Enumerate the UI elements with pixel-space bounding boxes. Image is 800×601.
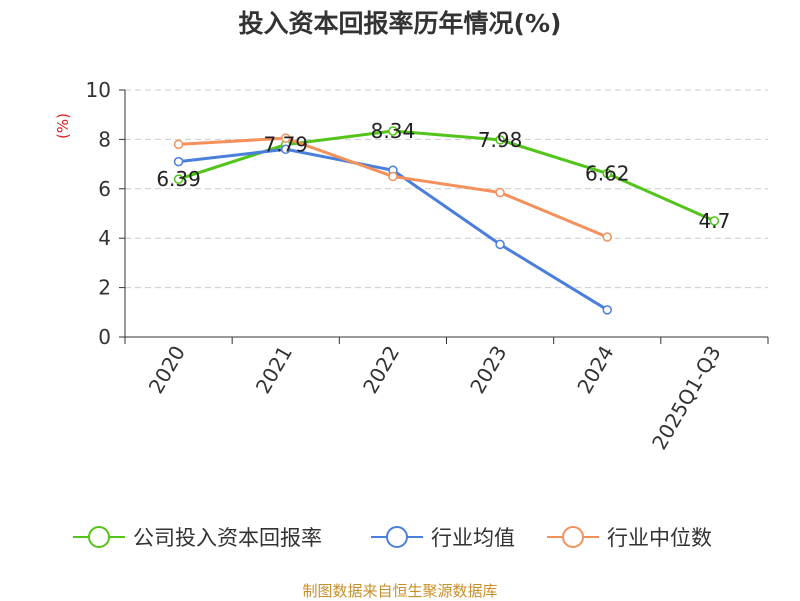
- data-label: 4.7: [699, 209, 731, 233]
- y-tick-label: 10: [86, 78, 111, 102]
- data-point: [602, 305, 612, 315]
- data-point: [388, 126, 398, 136]
- data-label: 6.62: [585, 161, 630, 185]
- data-point: [709, 216, 720, 226]
- data-label: 6.39: [156, 167, 201, 191]
- data-label: 7.79: [263, 133, 308, 157]
- chart-title: 投入资本回报率历年情况(%): [238, 9, 562, 38]
- legend-swatch-marker: [386, 526, 408, 548]
- data-point: [602, 232, 612, 242]
- data-point: [602, 168, 612, 179]
- data-point: [281, 144, 291, 155]
- x-tick-label: 2024: [572, 342, 618, 398]
- x-tick-label: 2022: [358, 342, 404, 398]
- data-point: [173, 139, 184, 150]
- data-point: [495, 239, 505, 250]
- data-label: 7.98: [478, 128, 523, 152]
- x-tick-label: 2023: [465, 342, 511, 398]
- legend-swatch-marker: [88, 526, 110, 548]
- x-tick-label: 2021: [251, 342, 297, 398]
- y-tick-label: 6: [98, 177, 111, 201]
- y-tick-label: 4: [98, 226, 111, 250]
- data-point: [495, 135, 505, 145]
- data-point: [281, 133, 291, 143]
- x-tick-label: 2025Q1-Q3: [647, 342, 726, 454]
- data-point: [173, 156, 184, 167]
- data-point: [495, 187, 505, 198]
- legend-label: 行业中位数: [607, 526, 712, 550]
- data-point: [173, 174, 184, 184]
- y-tick-label: 2: [98, 276, 111, 300]
- x-tick-label: 2020: [144, 342, 190, 398]
- y-axis-label: (%): [54, 113, 72, 139]
- legend-label: 行业均值: [431, 526, 515, 550]
- source-note: 制图数据来自恒生聚源数据库: [302, 582, 498, 600]
- legend-label: 公司投入资本回报率: [133, 526, 322, 550]
- legend-swatch-marker: [562, 526, 584, 548]
- y-tick-label: 8: [98, 127, 111, 151]
- y-tick-label: 0: [98, 325, 111, 349]
- data-label: 8.34: [371, 119, 416, 143]
- data-point: [388, 171, 398, 182]
